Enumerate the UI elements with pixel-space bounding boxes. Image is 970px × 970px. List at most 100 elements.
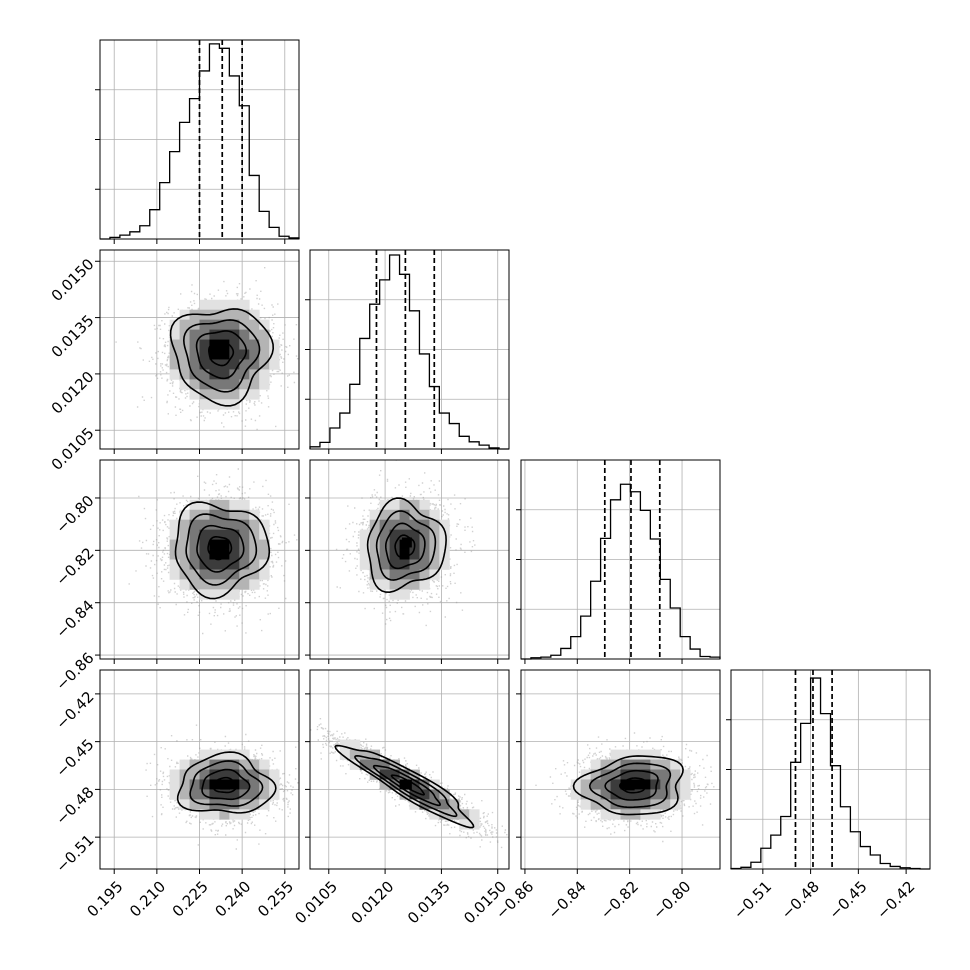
density-cell [219, 369, 230, 380]
density-cell [379, 509, 390, 521]
density-cell [189, 549, 200, 560]
panel-frame [309, 669, 510, 870]
density-peak [401, 779, 412, 790]
density-cell [209, 509, 220, 521]
y-tick-label: −0.48 [52, 783, 97, 828]
density-cell [229, 389, 240, 400]
panel-plot-area [100, 460, 299, 659]
density-cell [229, 749, 240, 760]
contour-level-1 [618, 777, 647, 794]
density-cell [229, 309, 240, 321]
density-cell [449, 799, 460, 810]
density-cell [620, 749, 631, 760]
contour-level-3 [182, 319, 261, 393]
density-cell [409, 559, 420, 570]
density-cell [359, 549, 371, 560]
density-cell [199, 379, 210, 390]
density-cell [640, 759, 651, 770]
density-cell [249, 539, 260, 550]
density-cell [209, 329, 220, 340]
density-cell [439, 809, 450, 820]
density-cell [199, 529, 210, 540]
density-cell [229, 329, 240, 340]
density-cell [189, 529, 200, 540]
density-cell [600, 759, 611, 770]
density-cell [209, 769, 220, 780]
density-cell [369, 559, 381, 570]
density-cell [379, 579, 390, 590]
density-cell [249, 799, 260, 810]
density-cell [169, 779, 180, 790]
density-cell [189, 559, 200, 570]
density-cell [389, 589, 400, 600]
density-cell [189, 359, 200, 370]
density-cell [239, 559, 250, 570]
density-cell [429, 779, 440, 790]
x-tick-label: 0.210 [126, 877, 169, 920]
density-cell [590, 769, 601, 780]
density-cell [259, 339, 270, 350]
density-cell [209, 789, 220, 800]
hist-panel-4 [726, 669, 931, 874]
density-cell [229, 529, 240, 540]
contour-level-4 [334, 744, 475, 829]
panel-frame [309, 459, 510, 660]
x-tick-label: −0.48 [778, 877, 823, 922]
density-cell [209, 309, 220, 321]
density-cell [429, 549, 440, 560]
density-peak [401, 537, 412, 548]
density-cell [249, 789, 260, 800]
density-cell [179, 539, 190, 550]
density-cell [199, 569, 210, 580]
scatter-panel-2-3 [305, 459, 510, 664]
density-cell [369, 759, 381, 770]
density-cell [419, 569, 430, 580]
density-cell [229, 379, 240, 390]
density-cell [409, 529, 420, 540]
density-cell [229, 799, 240, 810]
density-cell [199, 589, 210, 600]
density-cell [369, 749, 381, 760]
x-tick-label: −0.45 [826, 877, 871, 922]
density-cell [219, 509, 230, 521]
hist-panel-3 [516, 459, 721, 664]
density-cell [439, 799, 450, 810]
density-cell [219, 329, 230, 340]
histogram-step [521, 483, 721, 660]
density-cell [209, 379, 220, 390]
density-cell [209, 389, 220, 400]
density-cell [219, 389, 230, 400]
density-cell [229, 509, 240, 521]
x-tick-label: 0.195 [83, 877, 126, 920]
density-cell [369, 529, 381, 540]
density-cell [359, 759, 371, 770]
density-cell [229, 569, 240, 580]
density-cell [610, 779, 621, 790]
density-cell [269, 359, 280, 370]
density-cell [179, 579, 190, 590]
hist-panel-1 [95, 39, 300, 244]
density-cell [419, 509, 430, 521]
density-cell [269, 339, 280, 350]
density-cell [379, 759, 390, 770]
density-cell [219, 319, 230, 330]
density-cell [249, 389, 260, 400]
contour-level-1 [390, 774, 425, 796]
density-cell [189, 569, 200, 580]
density-cell [259, 329, 270, 340]
density-cell [239, 749, 250, 760]
density-cell [259, 779, 270, 790]
density-cell [199, 369, 210, 380]
density-cell [219, 539, 230, 550]
density-cell [349, 749, 361, 760]
density-cell [580, 799, 592, 810]
density-cell [229, 499, 240, 511]
density-cell [259, 349, 270, 360]
density-cell [239, 359, 250, 370]
density-cell [249, 579, 260, 590]
density-cell [389, 559, 400, 570]
density-cell [219, 529, 230, 540]
density-cell [199, 779, 210, 790]
density-cell [209, 569, 220, 580]
